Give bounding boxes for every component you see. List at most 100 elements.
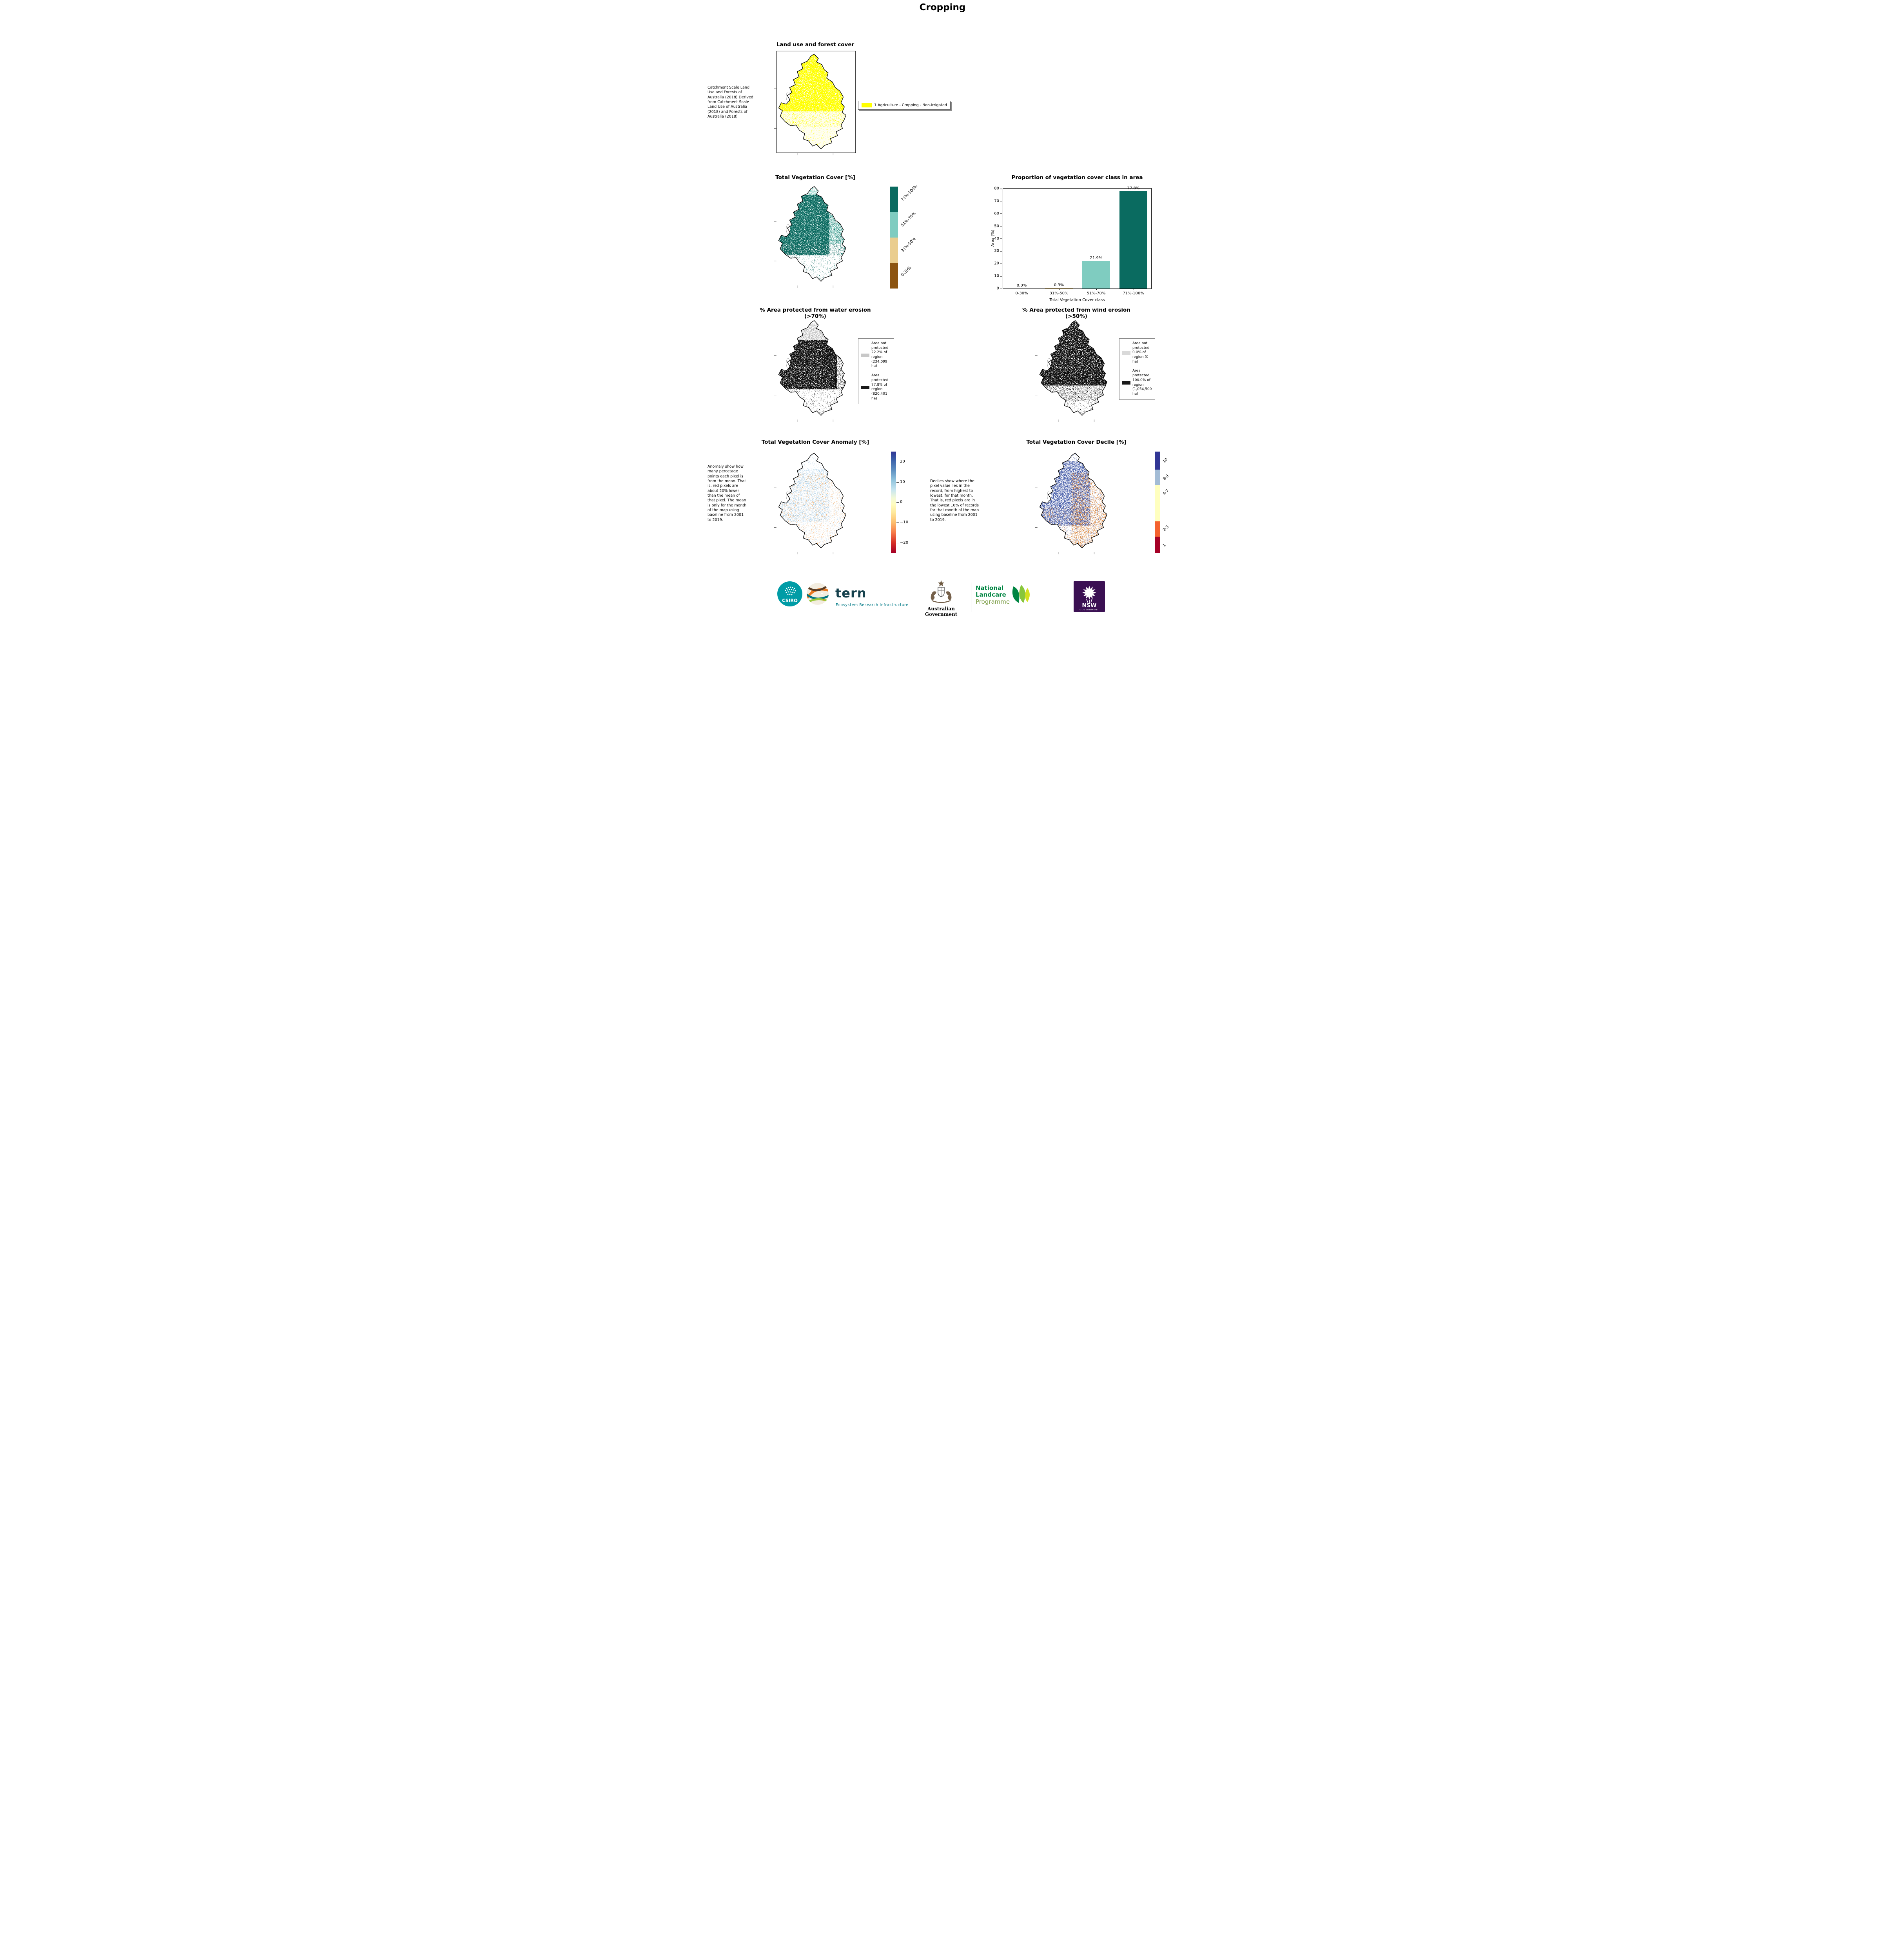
landuse-description: Catchment Scale Land Use and Forests of …	[708, 85, 753, 119]
decile-label-8-9: 8-9	[1162, 474, 1170, 481]
anomaly-tick-n20: −20	[896, 541, 909, 545]
ytick-10: 10	[994, 274, 1003, 278]
legend-item-protected: Area protected 77.8% of region (820,401 …	[861, 374, 891, 401]
ytick-20: 20	[994, 261, 1003, 266]
ytick-30: 30	[994, 249, 1003, 253]
protected-label: Area protected 100.0% of region (1,054,5…	[1132, 369, 1152, 396]
anomaly-tick-0: 0	[896, 500, 903, 504]
bar-col-51-70: 21.9%	[1078, 189, 1115, 289]
not-protected-swatch	[1122, 351, 1130, 355]
decile-seg-2-3	[1155, 521, 1160, 537]
ytick-60: 60	[994, 211, 1003, 216]
legend-item-not-protected: Area not protected 0.0% of region (0 ha)	[1122, 341, 1152, 364]
ytick-80: 80	[994, 187, 1003, 191]
csiro-logo: CSIRO	[777, 581, 802, 606]
decile-seg-8-9	[1155, 470, 1160, 485]
anomaly-description: Anomaly show how many percetage points e…	[708, 465, 747, 522]
ytick-70: 70	[994, 199, 1003, 203]
decile-map	[1035, 452, 1107, 555]
legend-item-protected: Area protected 100.0% of region (1,054,5…	[1122, 369, 1152, 396]
veg-colorbar-seg-31-50	[890, 238, 898, 263]
anomaly-tick-n10: −10	[896, 520, 909, 524]
bar-51-70	[1082, 261, 1110, 289]
australian-government-label: Australian Government	[925, 606, 958, 617]
veg-cover-colorbar	[890, 187, 898, 289]
decile-label-4-7: 4-7	[1162, 488, 1170, 496]
wind-erosion-legend: Area not protected 0.0% of region (0 ha)…	[1119, 338, 1155, 400]
veg-colorbar-seg-0-30	[890, 263, 898, 289]
protected-label: Area protected 77.8% of region (820,401 …	[871, 374, 889, 401]
anomaly-tick-10: 10	[896, 480, 905, 484]
bar-col-0-30: 0.0%	[1003, 189, 1040, 289]
bar-value-label: 0.0%	[1016, 283, 1027, 288]
xtick-3: 71%-100%	[1115, 289, 1152, 296]
decile-seg-10	[1155, 452, 1160, 470]
veg-cover-map-title: Total Vegetation Cover [%]	[775, 174, 855, 181]
decile-map-title: Total Vegetation Cover Decile [%]	[1026, 439, 1127, 445]
water-erosion-map	[774, 320, 846, 422]
australian-government-crest	[931, 580, 952, 603]
legend-item-not-protected: Area not protected 22.2% of region (234,…	[861, 341, 891, 369]
protected-swatch	[861, 385, 869, 389]
xtick-1: 31%-50%	[1040, 289, 1078, 296]
nsw-wordmark: NSW	[1082, 603, 1096, 609]
decile-label-10: 10	[1162, 457, 1169, 464]
water-erosion-legend: Area not protected 22.2% of region (234,…	[858, 338, 894, 405]
report-page: Cropping Catchment Scale Land Use and Fo…	[707, 0, 1178, 626]
nsw-government-logo: NSW GOVERNMENT	[1074, 581, 1105, 612]
nlp-line-programme: Programme	[976, 598, 1010, 605]
landuse-legend-swatch	[862, 103, 872, 107]
ytick-0: 0	[997, 287, 1003, 291]
csiro-wordmark: CSIRO	[782, 598, 798, 603]
water-erosion-map-title: % Area protected from water erosion (>70…	[760, 307, 871, 319]
bar-col-31-50: 0.3%	[1040, 189, 1078, 289]
bar-chart-title: Proportion of vegetation cover class in …	[1011, 174, 1143, 181]
decile-seg-4-7	[1155, 485, 1160, 521]
decile-colorbar	[1155, 452, 1160, 553]
veg-colorbar-seg-71-100	[890, 187, 898, 212]
veg-cover-map	[774, 186, 846, 288]
page-title: Cropping	[919, 2, 966, 13]
veg-colorbar-label-2: 31%-50%	[900, 237, 917, 253]
tern-tagline: Ecosystem Research Infrastructure	[836, 603, 909, 607]
bar-chart-plot-area: 80 70 60 50 40 30 20 10 0 0.0% 0.3% 21.9…	[994, 186, 1152, 296]
veg-colorbar-label-3: 0-30%	[900, 265, 913, 278]
tern-wordmark: tern	[835, 586, 867, 601]
decile-seg-1	[1155, 536, 1160, 553]
veg-colorbar-label-1: 51%-70%	[900, 211, 917, 228]
bar-value-label: 0.3%	[1054, 283, 1064, 288]
wind-erosion-map-title: % Area protected from wind erosion (>50%…	[1022, 307, 1130, 319]
veg-colorbar-seg-51-70	[890, 212, 898, 238]
anomaly-map-title: Total Vegetation Cover Anomaly [%]	[761, 439, 869, 445]
tern-art-logo	[807, 583, 829, 605]
bar-col-71-100: 77.8%	[1115, 186, 1152, 289]
decile-description: Deciles show where the pixel value lies …	[930, 479, 979, 522]
wind-erosion-map	[1035, 320, 1107, 422]
anomaly-tick-20: 20	[896, 459, 905, 464]
decile-label-1: 1	[1162, 543, 1167, 548]
ytick-40: 40	[994, 236, 1003, 241]
bar-31-50	[1045, 288, 1073, 289]
landcare-leaves-logo	[1012, 585, 1030, 603]
landuse-legend-label: 1 Agriculture - Cropping - Non-irrigated	[874, 103, 947, 107]
nlp-line-landcare: Landcare	[976, 591, 1006, 599]
bar-value-label: 21.9%	[1090, 256, 1103, 261]
landuse-map	[774, 51, 856, 156]
landuse-legend: 1 Agriculture - Cropping - Non-irrigated	[858, 101, 951, 110]
anomaly-colorbar	[891, 452, 896, 553]
nsw-government-label: GOVERNMENT	[1079, 609, 1099, 611]
xtick-0: 0-30%	[1003, 289, 1040, 296]
not-protected-label: Area not protected 0.0% of region (0 ha)	[1132, 341, 1150, 364]
protected-swatch	[1122, 381, 1130, 385]
bar-value-label: 77.8%	[1127, 186, 1140, 191]
not-protected-label: Area not protected 22.2% of region (234,…	[871, 341, 889, 368]
decile-label-2-3: 2-3	[1162, 524, 1170, 532]
ytick-50: 50	[994, 224, 1003, 228]
national-landcare-programme-wordmark: National Landcare Programme	[976, 584, 1010, 605]
nlp-line-national: National	[976, 584, 1004, 592]
bar-chart-xlabel: Total Vegetation Cover class	[1049, 298, 1105, 302]
bar-71-100	[1119, 191, 1147, 289]
not-protected-swatch	[861, 353, 869, 357]
veg-colorbar-label-0: 71%-100%	[900, 184, 919, 202]
anomaly-map	[774, 452, 846, 555]
